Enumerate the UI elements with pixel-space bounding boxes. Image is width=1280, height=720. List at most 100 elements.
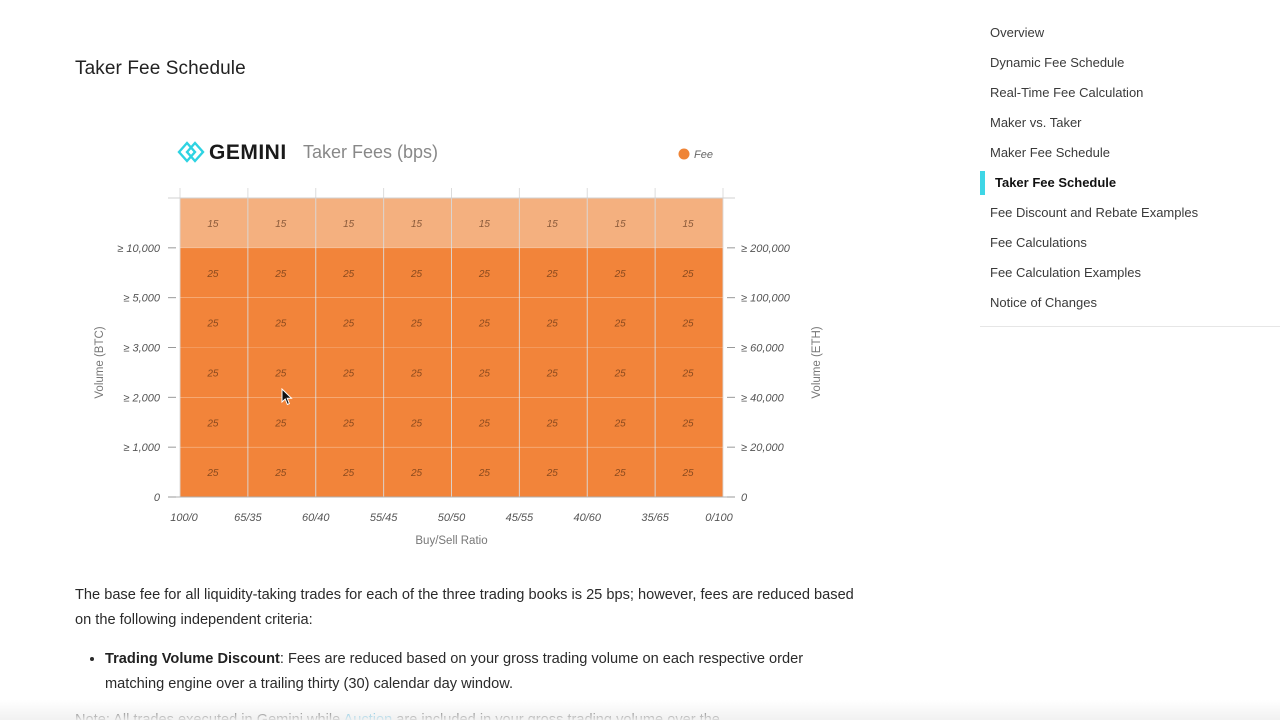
cell-label: 25 bbox=[682, 319, 695, 330]
heatmap-cell bbox=[180, 297, 248, 348]
cell-label: 25 bbox=[546, 269, 559, 280]
heatmap-cell bbox=[180, 347, 248, 398]
cell-label: 25 bbox=[274, 319, 287, 330]
auction-link[interactable]: Auction bbox=[343, 712, 393, 720]
toc-item-maker-fee-schedule[interactable]: Maker Fee Schedule bbox=[990, 145, 1110, 160]
heatmap-cell bbox=[587, 347, 656, 398]
y-tick-label-right: 0 bbox=[741, 492, 748, 504]
cell-label: 25 bbox=[546, 319, 559, 330]
x-tick-label: 55/45 bbox=[370, 512, 398, 524]
toc-item-dynamic-fee-schedule[interactable]: Dynamic Fee Schedule bbox=[990, 55, 1125, 70]
cell-label: 25 bbox=[546, 418, 559, 429]
cell-label: 25 bbox=[682, 418, 695, 429]
cell-label: 25 bbox=[478, 418, 491, 429]
cell-label: 25 bbox=[546, 368, 559, 379]
heatmap-cell bbox=[315, 447, 384, 497]
x-tick-label: 35/65 bbox=[641, 512, 669, 524]
heatmap-cell bbox=[315, 297, 384, 348]
cell-label: 25 bbox=[478, 368, 491, 379]
x-tick-label: 65/35 bbox=[234, 512, 262, 524]
heatmap-cell bbox=[587, 297, 656, 348]
heatmap-cell bbox=[451, 347, 520, 398]
cell-label: 25 bbox=[614, 269, 627, 280]
cell-label: 25 bbox=[682, 269, 695, 280]
list-item: Trading Volume Discount: Fees are reduce… bbox=[105, 647, 865, 697]
note-prefix: Note: All trades executed in Gemini whil… bbox=[75, 712, 344, 720]
cell-label: 25 bbox=[274, 368, 287, 379]
heatmap-cell bbox=[315, 347, 384, 398]
heatmap-cell bbox=[655, 247, 723, 298]
heatmap-cell bbox=[519, 198, 588, 248]
x-tick-label: 40/60 bbox=[573, 512, 601, 524]
y-tick-label-right: ≥ 60,000 bbox=[741, 343, 785, 355]
cell-label: 25 bbox=[274, 418, 287, 429]
cell-label: 25 bbox=[614, 418, 627, 429]
heatmap-cell bbox=[383, 297, 452, 348]
heatmap-cell bbox=[519, 397, 588, 448]
legend-label: Fee bbox=[694, 149, 713, 161]
y-tick-label-left: ≥ 2,000 bbox=[123, 392, 161, 404]
x-tick-label: 100/0 bbox=[170, 512, 198, 524]
note-line: Note: All trades executed in Gemini whil… bbox=[75, 708, 865, 720]
toc-item-overview[interactable]: Overview bbox=[990, 25, 1045, 40]
cell-label: 25 bbox=[274, 269, 287, 280]
criteria-list: Trading Volume Discount: Fees are reduce… bbox=[105, 647, 865, 697]
cell-label: 25 bbox=[410, 418, 423, 429]
toc-item-notice-of-changes[interactable]: Notice of Changes bbox=[990, 295, 1097, 310]
heatmap-cell bbox=[587, 447, 656, 497]
heatmap-cell bbox=[383, 347, 452, 398]
cell-label: 25 bbox=[206, 468, 219, 479]
heatmap-cell bbox=[451, 247, 520, 298]
cell-label: 15 bbox=[343, 219, 355, 230]
heatmap-cell bbox=[451, 297, 520, 348]
heatmap-cell bbox=[247, 247, 316, 298]
cell-label: 25 bbox=[410, 319, 423, 330]
toc-item-fee-calculations[interactable]: Fee Calculations bbox=[990, 235, 1087, 250]
heatmap-cell bbox=[180, 397, 248, 448]
cell-label: 25 bbox=[410, 269, 423, 280]
toc-item-taker-fee-schedule[interactable]: Taker Fee Schedule bbox=[980, 168, 1280, 198]
cell-label: 25 bbox=[274, 468, 287, 479]
cell-label: 25 bbox=[614, 468, 627, 479]
cell-label: 25 bbox=[410, 368, 423, 379]
heatmap-cell bbox=[180, 247, 248, 298]
heatmap-cell bbox=[519, 347, 588, 398]
x-tick-label: 0/100 bbox=[705, 512, 733, 524]
cell-label: 25 bbox=[206, 368, 219, 379]
heatmap-cell bbox=[587, 198, 656, 248]
cell-label: 15 bbox=[615, 219, 627, 230]
gemini-logo-icon bbox=[177, 141, 205, 163]
taker-fee-chart: GEMINI Taker Fees (bps) Fee 15 15 15 15 15 15 15 1… bbox=[75, 110, 855, 560]
heatmap-cell bbox=[655, 397, 723, 448]
y-tick-label-right: ≥ 20,000 bbox=[741, 442, 785, 454]
x-tick-label: 50/50 bbox=[438, 512, 466, 524]
y-tick-label-left: ≥ 1,000 bbox=[123, 442, 161, 454]
y-tick-label-left: ≥ 10,000 bbox=[117, 243, 161, 255]
heatmap-cell bbox=[519, 247, 588, 298]
cell-label: 25 bbox=[546, 468, 559, 479]
toc-item-maker-vs-taker[interactable]: Maker vs. Taker bbox=[990, 115, 1082, 130]
y-tick-label-right: ≥ 40,000 bbox=[741, 392, 785, 404]
main-content: Taker Fee Schedule GEMINI Taker Fees (bps… bbox=[75, 0, 865, 720]
heatmap-cell bbox=[451, 198, 520, 248]
heatmap-cell bbox=[655, 447, 723, 497]
toc-item-real-time-fee-calculation[interactable]: Real-Time Fee Calculation bbox=[990, 85, 1144, 100]
heatmap-cell bbox=[315, 247, 384, 298]
cell-label: 25 bbox=[206, 418, 219, 429]
toc-item-fee-calculation-examples[interactable]: Fee Calculation Examples bbox=[990, 265, 1142, 280]
toc-item-fee-discount-and-rebate-examples[interactable]: Fee Discount and Rebate Examples bbox=[990, 205, 1199, 220]
heatmap-cell bbox=[247, 447, 316, 497]
cell-label: 15 bbox=[547, 219, 559, 230]
cell-label: 25 bbox=[478, 468, 491, 479]
cell-label: 25 bbox=[614, 319, 627, 330]
cell-label: 25 bbox=[478, 269, 491, 280]
heatmap-cell bbox=[519, 297, 588, 348]
heatmap-cell bbox=[451, 397, 520, 448]
mouse-cursor-icon bbox=[281, 388, 293, 406]
heatmap-cell bbox=[655, 297, 723, 348]
heatmap-cell bbox=[315, 397, 384, 448]
heatmap-cell bbox=[247, 297, 316, 348]
chart-svg: GEMINI Taker Fees (bps) Fee 15 15 15 15 15 15 15 1… bbox=[94, 141, 823, 547]
heatmap-cell bbox=[383, 247, 452, 298]
cell-label: 25 bbox=[342, 418, 355, 429]
